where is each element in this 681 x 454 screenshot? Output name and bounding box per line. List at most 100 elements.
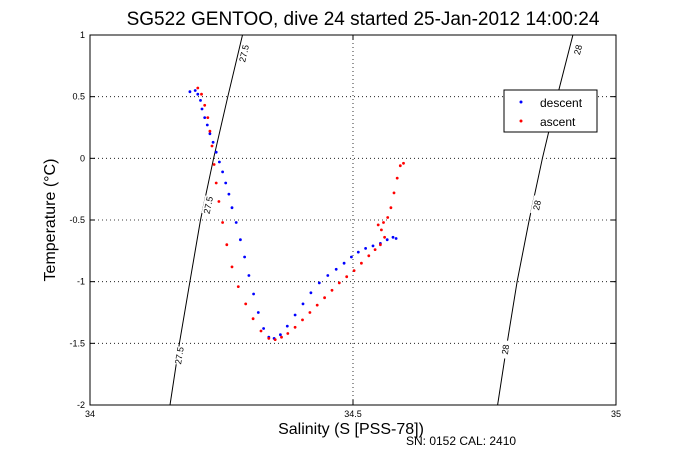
- data-point-descent: [230, 206, 234, 210]
- data-point-descent: [247, 274, 251, 277]
- data-point-ascent: [379, 243, 382, 247]
- contour-label-background: [173, 346, 186, 366]
- data-point-ascent: [225, 243, 229, 247]
- data-point-ascent: [214, 181, 218, 185]
- data-point-descent: [221, 170, 225, 174]
- data-point-descent: [309, 291, 313, 295]
- contour-label-background: [530, 195, 544, 216]
- data-point-ascent: [206, 116, 210, 119]
- data-point-descent: [394, 237, 398, 240]
- contour-label: 27.5: [237, 44, 251, 63]
- data-point-ascent: [196, 86, 200, 90]
- data-point-ascent: [273, 338, 277, 341]
- data-point-ascent: [203, 103, 207, 107]
- data-point-descent: [391, 235, 395, 239]
- y-tick-label: -1.5: [69, 338, 85, 348]
- y-tick-label: -2: [77, 400, 85, 410]
- data-point-ascent: [301, 318, 304, 322]
- data-point-ascent: [337, 281, 341, 285]
- y-tick-label: -1: [77, 277, 85, 287]
- data-point-ascent: [280, 335, 283, 339]
- contour-label: 27.5: [173, 346, 186, 365]
- legend-marker-descent: [519, 100, 523, 104]
- data-point-descent: [243, 255, 247, 259]
- x-tick-label: 34: [85, 409, 95, 419]
- data-point-descent: [224, 181, 228, 185]
- legend-box: [503, 89, 598, 133]
- data-point-descent: [214, 150, 218, 154]
- footer-serial-calibration: SN: 0152 CAL: 2410: [406, 434, 516, 448]
- data-point-descent: [211, 140, 215, 144]
- data-point-descent: [350, 255, 353, 259]
- data-point-descent: [364, 247, 367, 250]
- data-points: [188, 86, 405, 341]
- data-point-ascent: [217, 200, 221, 203]
- chart-title: SG522 GENTOO, dive 24 started 25-Jan-201…: [127, 9, 600, 30]
- y-tick-label: 0.5: [72, 92, 85, 102]
- data-point-ascent: [267, 337, 271, 340]
- y-tick-label: 1: [80, 30, 85, 40]
- contour-label-background: [571, 39, 586, 60]
- grid-lines: [90, 35, 616, 405]
- data-point-descent: [371, 244, 375, 248]
- data-point-ascent: [236, 285, 240, 288]
- data-point-ascent: [286, 332, 290, 335]
- contour-label-background: [237, 43, 252, 64]
- y-tick-label: -0.5: [69, 215, 85, 225]
- data-point-ascent: [212, 163, 216, 166]
- data-point-descent: [334, 267, 338, 271]
- contour-label-background: [499, 339, 512, 360]
- data-point-ascent: [323, 296, 326, 300]
- legend: descent ascent: [503, 89, 598, 133]
- data-point-ascent: [330, 288, 334, 292]
- data-point-ascent: [373, 248, 377, 252]
- data-point-descent: [385, 238, 389, 242]
- data-point-ascent: [383, 235, 386, 239]
- data-point-ascent: [402, 161, 405, 165]
- data-point-ascent: [251, 317, 255, 321]
- data-point-descent: [356, 250, 360, 254]
- data-point-ascent: [200, 92, 203, 96]
- data-point-descent: [252, 292, 256, 296]
- data-point-ascent: [386, 216, 390, 219]
- x-tick-label: 34.5: [344, 409, 362, 419]
- data-point-ascent: [208, 129, 212, 133]
- legend-label-descent: descent: [540, 96, 583, 110]
- data-point-ascent: [210, 144, 214, 148]
- y-tick-label: 0: [80, 153, 85, 163]
- data-point-descent: [203, 116, 207, 119]
- data-point-ascent: [392, 191, 396, 195]
- data-point-ascent: [259, 329, 263, 333]
- data-point-descent: [279, 333, 282, 337]
- legend-label-ascent: ascent: [540, 115, 576, 129]
- data-point-descent: [200, 107, 204, 111]
- data-point-ascent: [398, 164, 402, 168]
- contour-label: 28: [500, 344, 511, 355]
- data-point-ascent: [360, 261, 363, 265]
- data-point-descent: [239, 238, 242, 242]
- data-point-ascent: [395, 176, 399, 180]
- legend-marker-ascent: [519, 119, 523, 123]
- x-axis-label: Salinity (S [PSS-78]): [278, 421, 424, 438]
- data-point-descent: [342, 261, 346, 265]
- data-point-descent: [234, 221, 238, 224]
- data-point-descent: [301, 302, 305, 306]
- data-point-descent: [317, 281, 321, 285]
- axis-ticks: 34 34.5 35 -2 -1.5 -1 -0.5 0 0.5 1: [69, 30, 621, 419]
- data-point-descent: [208, 132, 212, 136]
- contour-label: 28: [531, 199, 543, 211]
- data-point-ascent: [352, 269, 356, 272]
- data-point-ascent: [382, 221, 385, 224]
- data-point-descent: [218, 160, 221, 164]
- data-point-descent: [199, 99, 202, 102]
- density-contour-line: [169, 34, 243, 406]
- data-point-descent: [293, 313, 297, 317]
- data-point-ascent: [345, 275, 349, 279]
- data-point-descent: [262, 327, 265, 330]
- x-tick-label: 35: [611, 409, 621, 419]
- data-point-descent: [285, 324, 289, 328]
- y-axis-label: Temperature (°C): [42, 159, 59, 282]
- data-point-descent: [326, 274, 330, 277]
- data-point-descent: [256, 311, 260, 314]
- data-point-ascent: [221, 221, 225, 224]
